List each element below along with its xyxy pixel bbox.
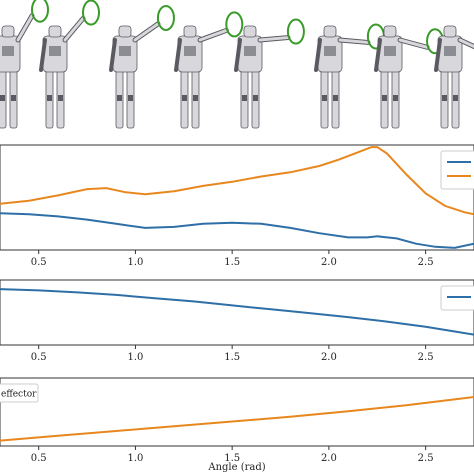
robot-frame [109,4,175,129]
target-ring-icon [225,11,244,38]
x-tick-label: 1.0 [127,352,143,363]
robot-image-strip [0,0,474,129]
plot-frame [0,144,474,251]
target-ring-icon [156,4,175,31]
legend-box [440,150,474,190]
series-line [0,288,474,336]
x-tick-label: 0.5 [31,257,47,268]
series-line [0,212,474,249]
x-tick-label: 2.0 [321,352,337,363]
robot-frame [434,25,474,129]
x-tick-label: 1.0 [127,257,143,268]
legend-label: effector [1,390,37,400]
robot-frame [174,11,244,129]
robot-frame [0,0,49,129]
x-tick-label: 1.0 [127,453,143,464]
x-tick-label: 2.5 [418,257,434,268]
robot-frame [234,18,305,129]
x-tick-label: 1.5 [224,352,240,363]
target-ring-icon [286,18,305,45]
robot-frame [39,0,100,129]
legend-box [0,383,39,403]
series-line [0,396,474,442]
plot-frame [0,279,474,346]
x-tick-label: 2.0 [321,257,337,268]
x-tick-label: 0.5 [31,352,47,363]
plot-frame [0,377,474,447]
line-chart-panel: 0.5 1.0 1.5 2.0 2.5 [0,144,474,268]
robot-frame [374,25,445,129]
line-chart-panel: 0.5 1.0 1.5 2.0 2.5 effector Angle (rad) [0,377,474,473]
x-tick-label: 0.5 [31,453,47,464]
x-tick-label: 2.0 [321,453,337,464]
target-ring-icon [31,0,49,23]
x-tick-label: 1.5 [224,453,240,464]
target-ring-icon [82,0,100,26]
x-tick-label: 2.5 [418,453,434,464]
x-axis-label: Angle (rad) [207,462,265,473]
line-chart-panel: 0.5 1.0 1.5 2.0 2.5 [0,279,474,363]
robot-frame [314,23,385,129]
series-line [0,146,474,216]
x-tick-label: 1.5 [224,257,240,268]
x-tick-label: 2.5 [418,352,434,363]
